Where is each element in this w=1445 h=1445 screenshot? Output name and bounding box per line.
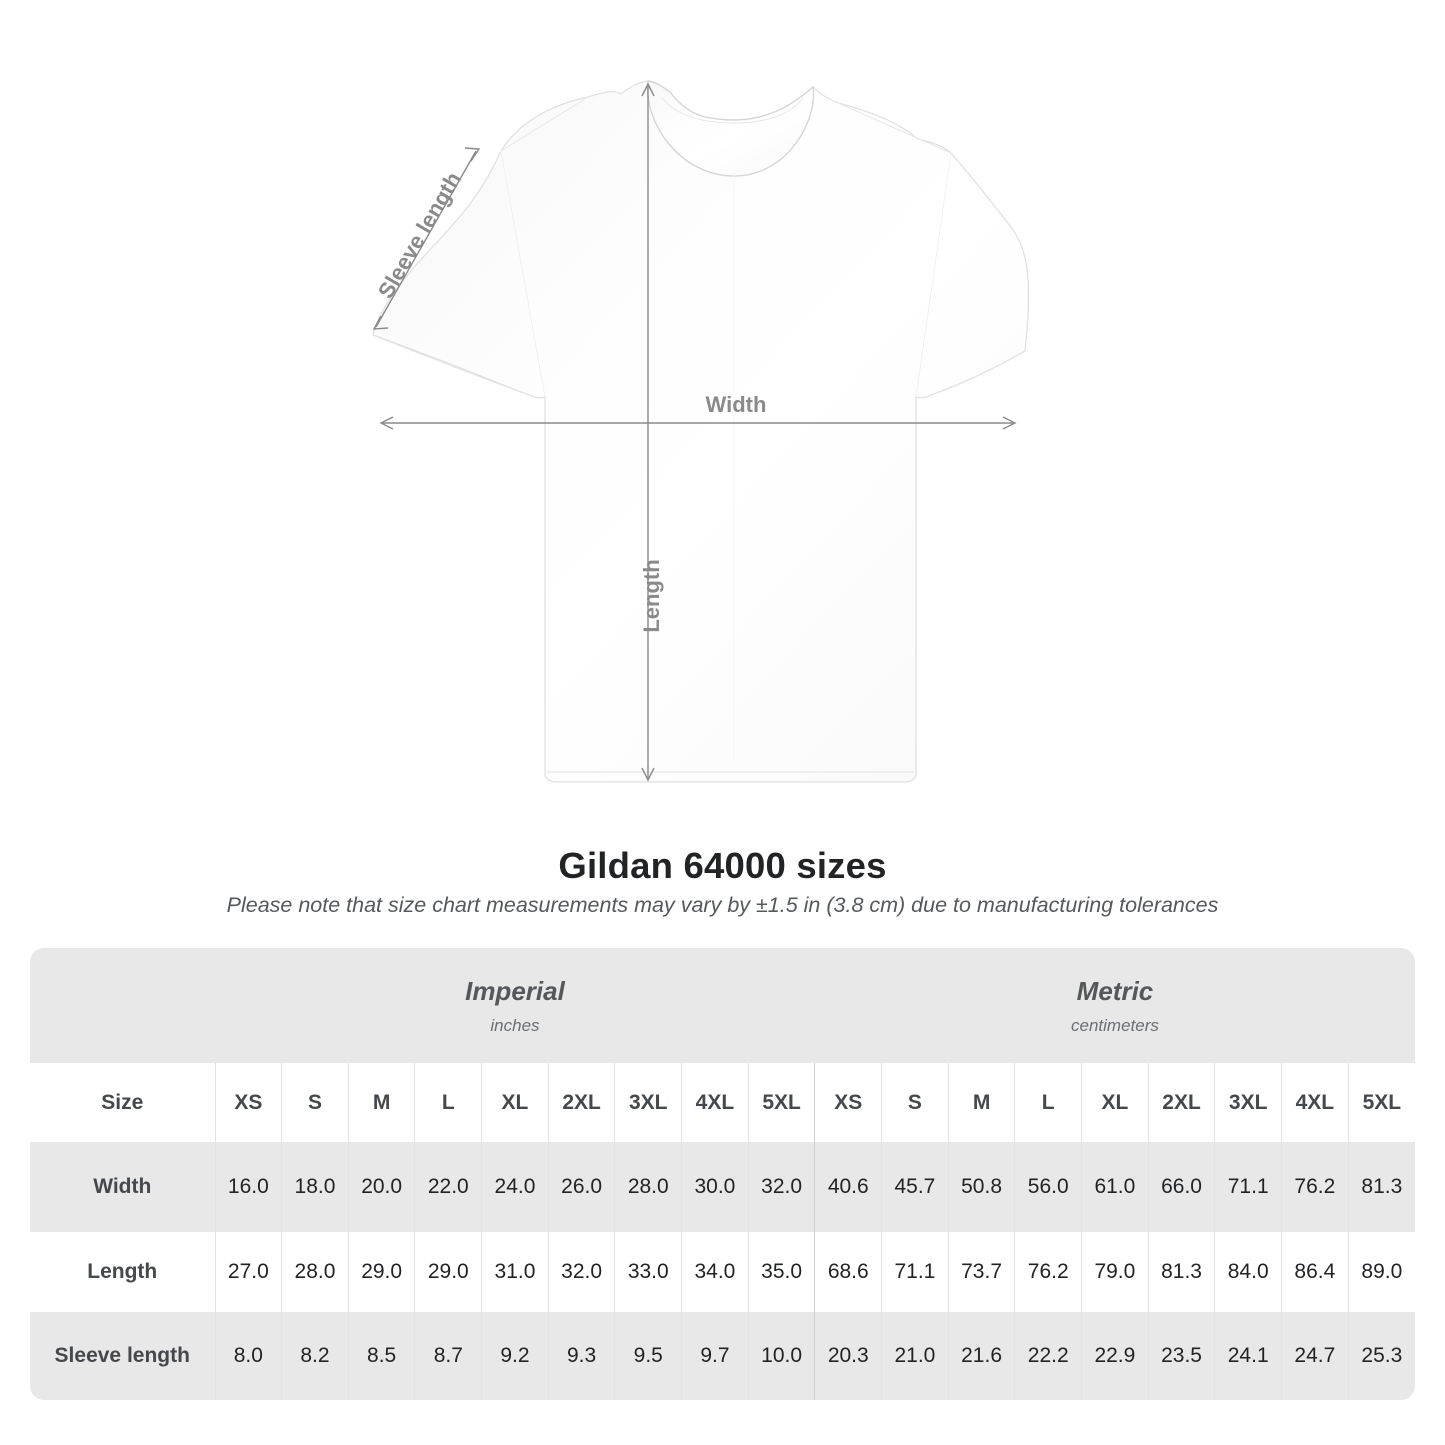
svg-text:Length: Length <box>639 559 664 632</box>
svg-text:Width: Width <box>706 392 767 417</box>
